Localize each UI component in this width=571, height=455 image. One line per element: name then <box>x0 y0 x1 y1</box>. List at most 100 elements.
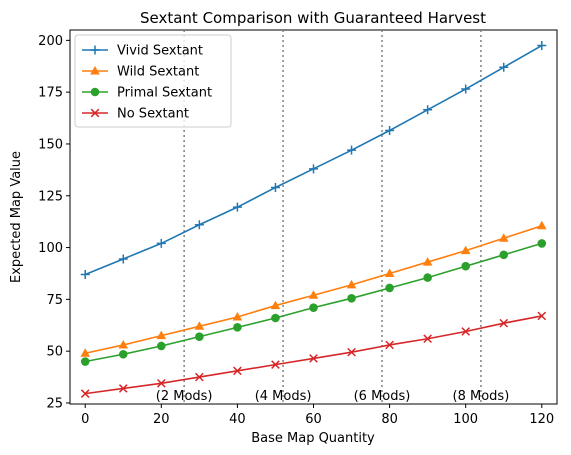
y-tick-label: 100 <box>38 241 63 256</box>
x-tick-label: 40 <box>229 412 246 427</box>
vivid-sextant-point <box>385 125 395 135</box>
legend-label: No Sextant <box>117 107 189 122</box>
mod-threshold-label: (8 Mods) <box>453 389 510 404</box>
mod-threshold-label: (6 Mods) <box>354 389 411 404</box>
vivid-sextant-point <box>270 182 280 192</box>
primal-sextant-point <box>80 357 90 366</box>
primal-sextant-point <box>157 341 166 351</box>
vivid-sextant-point <box>309 164 318 174</box>
x-tick-label: 20 <box>153 412 170 427</box>
primal-sextant-point <box>195 332 204 341</box>
y-tick-label: 25 <box>46 396 63 411</box>
no-sextant-line <box>85 315 542 395</box>
no-sextant-point <box>385 340 394 350</box>
legend-marker <box>90 108 100 118</box>
x-tick-label: 60 <box>305 412 322 427</box>
vivid-sextant-point <box>118 254 128 264</box>
legend-marker <box>90 87 100 97</box>
x-tick-label: 0 <box>81 412 89 427</box>
no-sextant-point <box>347 347 356 357</box>
y-tick-label: 75 <box>46 293 63 308</box>
series-no-sextant <box>80 311 547 398</box>
primal-sextant-point <box>118 349 128 359</box>
wild-sextant-point <box>498 233 509 242</box>
legend-box <box>74 34 232 128</box>
no-sextant-point <box>499 318 509 328</box>
legend-item-wild-sextant: Wild Sextant <box>82 65 199 80</box>
wild-sextant-point <box>194 321 205 330</box>
primal-sextant-point <box>309 303 318 312</box>
series-vivid-sextant <box>80 41 547 279</box>
x-axis-label: Base Map Quantity <box>251 431 375 446</box>
no-sextant-point <box>156 378 166 388</box>
x-tick-label: 100 <box>453 412 478 427</box>
wild-sextant-point <box>422 257 433 266</box>
wild-sextant-point <box>232 311 243 321</box>
wild-sextant-point <box>536 220 547 230</box>
primal-sextant-point <box>461 261 470 271</box>
no-sextant-point <box>537 311 547 321</box>
series-layer <box>80 41 547 398</box>
wild-sextant-point <box>346 279 357 289</box>
primal-sextant-point <box>499 250 509 260</box>
y-axis-label: Expected Map Value <box>9 151 24 283</box>
y-tick-label: 125 <box>38 189 63 204</box>
wild-sextant-point <box>270 300 281 310</box>
primal-sextant-point <box>347 294 356 303</box>
x-axis-ticks: 0 20 40 60 80 100 120 <box>81 404 554 427</box>
no-sextant-point <box>80 389 90 398</box>
y-tick-label: 150 <box>38 137 63 152</box>
no-sextant-point <box>118 384 128 393</box>
no-sextant-point <box>271 360 280 369</box>
wild-sextant-point <box>118 339 129 349</box>
primal-sextant-line <box>85 242 543 363</box>
no-sextant-point <box>233 366 242 376</box>
vivid-sextant-point <box>232 202 242 212</box>
legend-label: Primal Sextant <box>117 86 212 101</box>
legend-item-primal-sextant: Primal Sextant <box>82 86 212 101</box>
series-primal-sextant <box>80 239 547 366</box>
no-sextant-point <box>195 372 204 382</box>
vivid-sextant-point <box>537 41 547 51</box>
primal-sextant-point <box>537 239 547 248</box>
primal-sextant-point <box>423 273 432 282</box>
vivid-sextant-point <box>156 238 166 248</box>
vivid-sextant-point <box>347 145 357 155</box>
series-wild-sextant <box>80 220 547 357</box>
y-tick-label: 50 <box>46 345 63 360</box>
legend-marker <box>90 45 100 55</box>
wild-sextant-point <box>156 330 167 340</box>
x-tick-label: 120 <box>529 412 554 427</box>
wild-sextant-point <box>308 290 319 299</box>
vivid-sextant-point <box>80 269 90 279</box>
chart-title: Sextant Comparison with Guaranteed Harve… <box>140 9 486 27</box>
y-tick-label: 175 <box>38 86 63 101</box>
vivid-sextant-point <box>461 84 471 94</box>
no-sextant-point <box>309 354 318 363</box>
legend-item-no-sextant: No Sextant <box>82 107 189 122</box>
primal-sextant-point <box>271 313 280 323</box>
mod-threshold-label: (2 Mods) <box>156 389 213 404</box>
legend-label: Wild Sextant <box>117 65 199 80</box>
mod-threshold-label: (4 Mods) <box>255 389 312 404</box>
y-axis-ticks: 25 50 75 100 125 150 175 200 <box>38 34 70 411</box>
no-sextant-point <box>423 334 432 344</box>
vertical-reference-lines: (2 Mods) (4 Mods) (6 Mods) (8 Mods) <box>156 30 510 404</box>
vivid-sextant-point <box>194 220 204 230</box>
primal-sextant-point <box>385 283 394 293</box>
vivid-sextant-point <box>499 62 509 72</box>
x-tick-label: 80 <box>381 412 398 427</box>
wild-sextant-point <box>80 348 91 357</box>
no-sextant-point <box>461 327 471 336</box>
legend-marker <box>90 66 100 75</box>
wild-sextant-point <box>384 268 395 277</box>
vivid-sextant-point <box>423 105 433 115</box>
wild-sextant-point <box>460 245 471 255</box>
y-tick-label: 200 <box>38 34 63 49</box>
legend-item-vivid-sextant: Vivid Sextant <box>82 44 203 59</box>
primal-sextant-point <box>233 323 242 332</box>
wild-sextant-line <box>85 225 543 355</box>
legend: Vivid Sextant Wild Sextant Primal Sextant N… <box>74 34 232 128</box>
